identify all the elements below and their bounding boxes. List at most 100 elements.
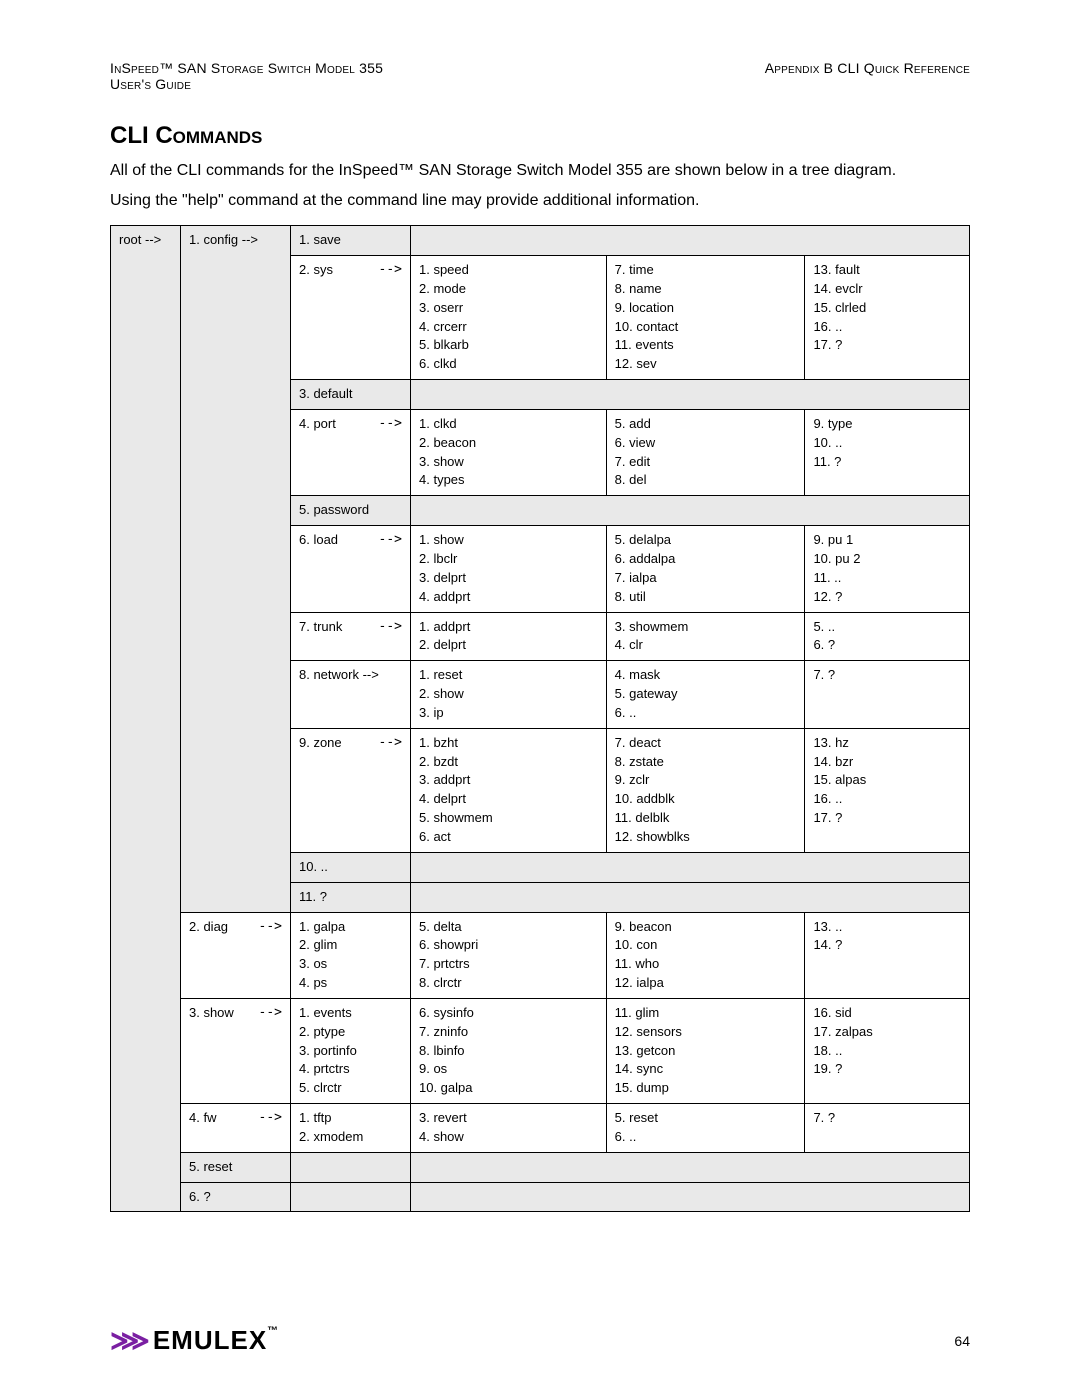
cell-diag-c2: 9. beacon 10. con 11. who 12. ialpa: [606, 912, 805, 998]
cell-show-c2: 11. glim 12. sensors 13. getcon 14. sync…: [606, 998, 805, 1103]
cell-config-q-empty: [411, 882, 970, 912]
arrow-icon: -->: [379, 531, 402, 550]
page-title: CLI Commands: [110, 122, 970, 150]
cell-zone-c2: 7. deact 8. zstate 9. zclr 10. addblk 11…: [606, 728, 805, 852]
header-subtitle: User's Guide: [110, 76, 383, 92]
list-item: 4. crcerr: [419, 318, 598, 337]
list-item: 4. prtctrs: [299, 1060, 402, 1079]
list-item: 2. ptype: [299, 1023, 402, 1042]
cell-zone-c3: 13. hz 14. bzr 15. alpas 16. .. 17. ?: [805, 728, 970, 852]
trademark-icon: ™: [267, 1325, 278, 1337]
cell-port-c1: 1. clkd 2. beacon 3. show 4. types: [411, 409, 607, 495]
cell-save-empty: [411, 226, 970, 256]
list-item: 15. alpas: [813, 771, 961, 790]
list-item: 3. addprt: [419, 771, 598, 790]
list-item: 14. evclr: [813, 280, 961, 299]
arrow-icon: -->: [379, 415, 402, 434]
list-item: 17. ?: [813, 809, 961, 828]
cell-question-empty-1: [291, 1182, 411, 1212]
cell-trunk-c1: 1. addprt 2. delprt: [411, 612, 607, 661]
list-item: 5. ..: [813, 618, 961, 637]
cell-sys-c2: 7. time 8. name 9. location 10. contact …: [606, 256, 805, 380]
page: InSpeed™ SAN Storage Switch Model 355 Us…: [0, 0, 1080, 1397]
cell-reset-empty-1: [291, 1152, 411, 1182]
list-item: 5. showmem: [419, 809, 598, 828]
cell-load-c3: 9. pu 1 10. pu 2 11. .. 12. ?: [805, 526, 970, 612]
cell-fw-c2: 5. reset 6. ..: [606, 1104, 805, 1153]
list-item: 2. bzdt: [419, 753, 598, 772]
list-item: 3. revert: [419, 1109, 598, 1128]
label-port: 4. port: [299, 415, 336, 434]
list-item: 8. lbinfo: [419, 1042, 598, 1061]
list-item: 13. fault: [813, 261, 961, 280]
list-item: 3. showmem: [615, 618, 797, 637]
list-item: 2. show: [419, 685, 598, 704]
arrow-icon: -->: [379, 261, 402, 280]
cell-reset: 5. reset: [181, 1152, 291, 1182]
cell-fw-c0: 1. tftp 2. xmodem: [291, 1104, 411, 1153]
cell-question-empty-2: [411, 1182, 970, 1212]
header-left: InSpeed™ SAN Storage Switch Model 355 Us…: [110, 60, 383, 92]
list-item: 7. edit: [615, 453, 797, 472]
list-item: 1. reset: [419, 666, 598, 685]
list-item: 4. ps: [299, 974, 402, 993]
list-item: 8. del: [615, 471, 797, 490]
list-item: 6. addalpa: [615, 550, 797, 569]
label-show: 3. show: [189, 1004, 234, 1023]
label-zone: 9. zone: [299, 734, 342, 753]
list-item: 17. ?: [813, 336, 961, 355]
cell-config-port: 4. port -->: [291, 409, 411, 495]
cell-diag-c0: 1. galpa 2. glim 3. os 4. ps: [291, 912, 411, 998]
list-item: 2. lbclr: [419, 550, 598, 569]
list-item: 9. zclr: [615, 771, 797, 790]
list-item: 6. clkd: [419, 355, 598, 374]
list-item: 11. glim: [615, 1004, 797, 1023]
list-item: 6. ..: [615, 1128, 797, 1147]
cell-fw-c3: 7. ?: [805, 1104, 970, 1153]
label-fw: 4. fw: [189, 1109, 216, 1128]
list-item: 9. location: [615, 299, 797, 318]
list-item: 17. zalpas: [813, 1023, 961, 1042]
list-item: 9. type: [813, 415, 961, 434]
list-item: 15. clrled: [813, 299, 961, 318]
list-item: 11. delblk: [615, 809, 797, 828]
list-item: 2. beacon: [419, 434, 598, 453]
list-item: 12. showblks: [615, 828, 797, 847]
list-item: 2. glim: [299, 936, 402, 955]
list-item: 16. ..: [813, 790, 961, 809]
list-item: 10. addblk: [615, 790, 797, 809]
logo-text: EMULEX: [153, 1325, 267, 1355]
cell-diag-c1: 5. delta 6. showpri 7. prtctrs 8. clrctr: [411, 912, 607, 998]
list-item: 12. sev: [615, 355, 797, 374]
list-item: 11. ?: [813, 453, 961, 472]
list-item: 4. show: [419, 1128, 598, 1147]
intro-paragraph-2: Using the "help" command at the command …: [110, 190, 970, 212]
cell-port-c2: 5. add 6. view 7. edit 8. del: [606, 409, 805, 495]
cell-sys-c3: 13. fault 14. evclr 15. clrled 16. .. 17…: [805, 256, 970, 380]
list-item: 4. types: [419, 471, 598, 490]
cell-config-trunk: 7. trunk-->: [291, 612, 411, 661]
list-item: 6. act: [419, 828, 598, 847]
list-item: 5. add: [615, 415, 797, 434]
list-item: 11. who: [615, 955, 797, 974]
list-item: 13. getcon: [615, 1042, 797, 1061]
list-item: 16. sid: [813, 1004, 961, 1023]
list-item: 6. sysinfo: [419, 1004, 598, 1023]
list-item: 7. zninfo: [419, 1023, 598, 1042]
list-item: 9. os: [419, 1060, 598, 1079]
cell-zone-c1: 1. bzht 2. bzdt 3. addprt 4. delprt 5. s…: [411, 728, 607, 852]
list-item: 13. ..: [813, 918, 961, 937]
cell-show-c1: 6. sysinfo 7. zninfo 8. lbinfo 9. os 10.…: [411, 998, 607, 1103]
list-item: 1. speed: [419, 261, 598, 280]
list-item: 8. name: [615, 280, 797, 299]
list-item: 2. delprt: [419, 636, 598, 655]
list-item: 5. delalpa: [615, 531, 797, 550]
list-item: 19. ?: [813, 1060, 961, 1079]
header-product: InSpeed™ SAN Storage Switch Model 355: [110, 60, 383, 76]
list-item: 10. galpa: [419, 1079, 598, 1098]
cell-fw: 4. fw-->: [181, 1104, 291, 1153]
cell-password-empty: [411, 496, 970, 526]
page-header: InSpeed™ SAN Storage Switch Model 355 Us…: [110, 60, 970, 92]
arrow-icon: -->: [259, 1004, 282, 1023]
intro-paragraph-1: All of the CLI commands for the InSpeed™…: [110, 160, 970, 182]
